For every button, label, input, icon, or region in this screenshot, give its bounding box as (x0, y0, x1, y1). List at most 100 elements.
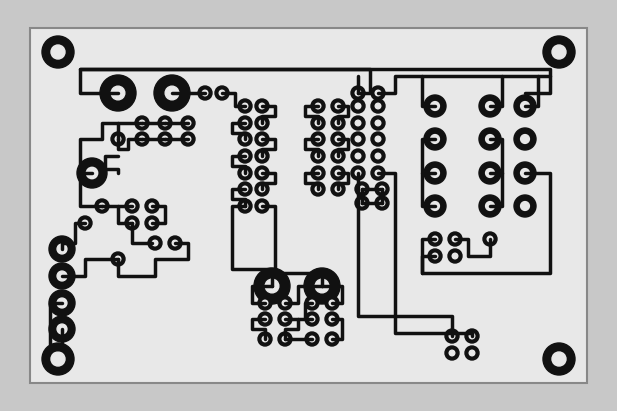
Circle shape (154, 75, 190, 111)
Circle shape (111, 132, 125, 146)
Circle shape (172, 240, 178, 246)
Circle shape (238, 132, 252, 146)
Circle shape (202, 90, 208, 96)
Circle shape (375, 120, 381, 126)
Circle shape (282, 316, 288, 322)
Circle shape (152, 240, 158, 246)
Circle shape (514, 128, 536, 150)
Circle shape (158, 132, 172, 146)
Circle shape (95, 199, 109, 213)
Circle shape (49, 236, 75, 262)
Circle shape (465, 329, 479, 343)
Circle shape (111, 252, 125, 266)
Circle shape (51, 352, 65, 366)
Circle shape (359, 200, 365, 206)
Circle shape (278, 312, 292, 326)
Circle shape (521, 202, 529, 210)
Circle shape (258, 296, 272, 310)
Circle shape (449, 350, 455, 356)
Circle shape (255, 116, 269, 130)
Circle shape (331, 182, 345, 196)
Circle shape (185, 136, 191, 142)
Circle shape (331, 149, 345, 163)
Circle shape (162, 120, 168, 126)
Circle shape (521, 169, 529, 178)
Circle shape (335, 103, 341, 109)
Circle shape (168, 236, 182, 250)
Circle shape (375, 170, 381, 176)
Circle shape (255, 199, 269, 213)
Circle shape (242, 203, 248, 209)
Circle shape (375, 153, 381, 159)
Circle shape (315, 279, 329, 293)
Circle shape (351, 116, 365, 130)
Circle shape (265, 279, 279, 293)
Circle shape (514, 195, 536, 217)
Circle shape (309, 336, 315, 342)
Circle shape (242, 120, 248, 126)
Circle shape (115, 136, 121, 142)
Circle shape (259, 170, 265, 176)
Circle shape (115, 256, 121, 262)
Circle shape (215, 86, 229, 100)
Circle shape (424, 95, 446, 117)
Circle shape (431, 169, 439, 178)
Circle shape (325, 332, 339, 346)
Circle shape (521, 102, 529, 111)
Circle shape (469, 333, 475, 339)
Circle shape (329, 300, 335, 306)
Circle shape (304, 268, 340, 304)
Circle shape (379, 186, 385, 192)
Circle shape (49, 290, 75, 316)
Circle shape (448, 249, 462, 263)
Circle shape (309, 316, 315, 322)
Circle shape (311, 149, 325, 163)
Circle shape (315, 103, 321, 109)
Circle shape (51, 45, 65, 59)
Circle shape (479, 162, 501, 184)
Circle shape (305, 312, 319, 326)
Circle shape (431, 134, 439, 143)
Circle shape (262, 300, 268, 306)
Circle shape (149, 220, 155, 226)
Circle shape (543, 343, 575, 375)
Circle shape (259, 186, 265, 192)
Circle shape (242, 170, 248, 176)
Circle shape (371, 132, 385, 146)
Circle shape (148, 236, 162, 250)
Circle shape (543, 36, 575, 68)
Circle shape (424, 162, 446, 184)
Circle shape (158, 116, 172, 130)
Circle shape (552, 352, 566, 366)
Circle shape (355, 182, 369, 196)
Circle shape (259, 136, 265, 142)
Circle shape (428, 232, 442, 246)
Circle shape (57, 324, 67, 334)
Circle shape (278, 296, 292, 310)
Circle shape (135, 116, 149, 130)
Circle shape (42, 36, 74, 68)
Circle shape (139, 136, 145, 142)
Circle shape (335, 186, 341, 192)
Circle shape (219, 90, 225, 96)
Circle shape (238, 116, 252, 130)
Circle shape (375, 182, 389, 196)
Circle shape (355, 136, 361, 142)
Circle shape (165, 86, 179, 100)
Circle shape (305, 332, 319, 346)
Circle shape (149, 203, 155, 209)
Circle shape (311, 116, 325, 130)
Circle shape (424, 195, 446, 217)
Circle shape (486, 134, 494, 143)
Circle shape (335, 136, 341, 142)
Circle shape (335, 153, 341, 159)
Circle shape (42, 343, 74, 375)
Circle shape (331, 116, 345, 130)
Circle shape (315, 136, 321, 142)
Circle shape (375, 196, 389, 210)
Circle shape (49, 263, 75, 289)
Circle shape (371, 99, 385, 113)
Circle shape (258, 332, 272, 346)
Circle shape (309, 300, 315, 306)
Circle shape (238, 149, 252, 163)
